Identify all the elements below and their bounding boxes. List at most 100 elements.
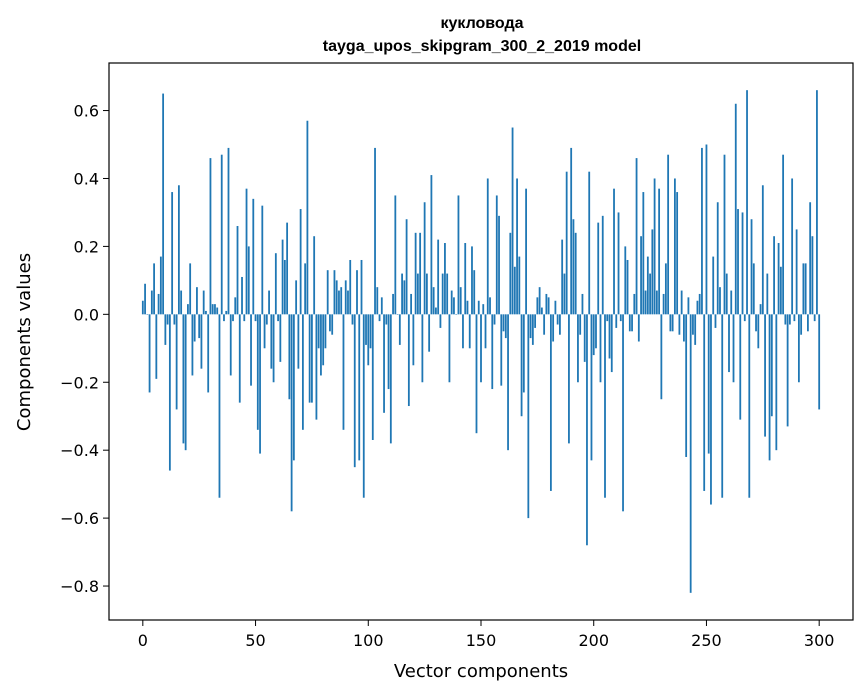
bar-233 <box>667 154 670 315</box>
bar-224 <box>646 256 649 315</box>
bar-146 <box>471 246 473 315</box>
bar-125 <box>423 202 426 315</box>
bar-180 <box>547 297 550 315</box>
bar-104 <box>376 287 379 315</box>
bar-81 <box>324 314 327 349</box>
bar-83 <box>329 314 331 332</box>
bar-40 <box>232 314 234 322</box>
chart-title-word: кукловода <box>440 15 523 32</box>
bar-32 <box>214 304 216 315</box>
bar-210 <box>615 314 618 328</box>
bar-145 <box>468 314 471 349</box>
bar-19 <box>184 314 187 451</box>
bar-184 <box>556 314 559 325</box>
bar-23 <box>193 314 196 342</box>
bar-273 <box>757 314 760 349</box>
bar-4 <box>150 290 153 315</box>
bar-42 <box>236 226 239 315</box>
bar-147 <box>473 270 476 315</box>
bar-44 <box>241 276 243 315</box>
bar-54 <box>263 314 266 349</box>
bar-41 <box>234 297 237 315</box>
bar-143 <box>464 243 467 315</box>
bar-24 <box>196 287 198 315</box>
bar-133 <box>441 273 444 315</box>
bar-89 <box>342 314 345 430</box>
bar-225 <box>649 273 651 315</box>
bar-60 <box>277 314 279 322</box>
bar-114 <box>398 314 401 345</box>
x-tick-label: 250 <box>691 631 722 650</box>
bar-65 <box>288 314 291 400</box>
bar-198 <box>588 171 591 315</box>
bar-1 <box>144 283 146 315</box>
bar-97 <box>360 259 363 315</box>
bar-277 <box>766 273 769 315</box>
bar-53 <box>261 205 264 315</box>
bar-6 <box>155 314 158 379</box>
x-tick-label: 200 <box>578 631 609 650</box>
bar-168 <box>520 314 523 417</box>
bar-7 <box>157 293 160 315</box>
bar-229 <box>658 188 661 315</box>
bar-231 <box>662 293 665 315</box>
bar-98 <box>362 314 365 498</box>
bar-291 <box>797 314 800 383</box>
bar-117 <box>405 219 408 315</box>
bar-107 <box>383 314 385 413</box>
bar-21 <box>189 263 192 315</box>
bar-138 <box>453 297 455 315</box>
bar-141 <box>459 287 462 315</box>
bar-70 <box>299 209 302 315</box>
bar-126 <box>425 273 428 315</box>
bar-227 <box>653 178 656 315</box>
bar-59 <box>274 253 277 315</box>
bar-268 <box>746 90 748 315</box>
bar-220 <box>637 314 640 342</box>
bar-86 <box>335 280 338 315</box>
bar-9 <box>162 93 165 315</box>
bar-68 <box>295 280 298 315</box>
chart-title-model: tayga_upos_skipgram_300_2_2019 model <box>323 38 641 55</box>
bar-55 <box>265 314 268 325</box>
bar-267 <box>743 314 746 322</box>
bar-218 <box>633 293 636 315</box>
bar-212 <box>619 314 622 322</box>
bar-103 <box>374 147 376 315</box>
bar-33 <box>216 307 219 315</box>
bar-256 <box>719 287 721 315</box>
bar-240 <box>683 314 685 342</box>
bar-230 <box>660 314 663 400</box>
bar-259 <box>725 273 728 315</box>
bar-139 <box>455 314 458 315</box>
bar-170 <box>525 188 527 315</box>
bar-239 <box>680 290 683 315</box>
bar-257 <box>721 314 724 498</box>
bar-14 <box>173 314 176 325</box>
y-tick-label: 0.0 <box>74 305 99 324</box>
bar-255 <box>716 202 719 315</box>
bar-232 <box>664 263 667 315</box>
bar-190 <box>570 147 573 315</box>
bar-122 <box>416 273 419 315</box>
bar-35 <box>220 154 223 315</box>
bar-142 <box>462 314 464 349</box>
bar-20 <box>187 304 189 315</box>
bar-166 <box>516 178 518 315</box>
bar-185 <box>559 314 561 335</box>
bar-280 <box>773 236 775 315</box>
bar-279 <box>770 314 773 417</box>
bar-199 <box>590 314 593 461</box>
bar-205 <box>604 314 606 498</box>
bar-31 <box>211 304 214 315</box>
bar-226 <box>651 229 654 315</box>
bar-247 <box>698 293 701 315</box>
bar-156 <box>493 314 496 325</box>
bar-285 <box>784 314 787 325</box>
bar-201 <box>595 314 597 349</box>
bar-15 <box>175 314 178 410</box>
bar-29 <box>207 314 210 393</box>
bar-282 <box>777 243 780 315</box>
bar-219 <box>635 158 638 315</box>
